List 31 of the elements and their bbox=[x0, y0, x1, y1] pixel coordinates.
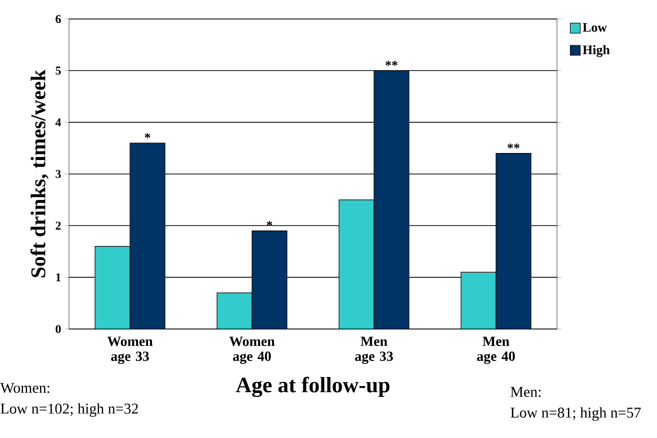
bar bbox=[496, 153, 532, 329]
bar bbox=[252, 230, 288, 329]
y-tick-label: 5 bbox=[56, 66, 61, 75]
y-tick-label: 4 bbox=[55, 118, 62, 126]
bar bbox=[130, 142, 166, 329]
bar bbox=[216, 292, 252, 329]
annotation: ** bbox=[508, 144, 520, 148]
x-tick-label: Men age 40 bbox=[477, 336, 515, 364]
annotation: * bbox=[144, 133, 150, 138]
legend-label: Low bbox=[582, 23, 607, 32]
y-tick-label: 6 bbox=[56, 14, 61, 23]
x-axis-title: Age at follow-up bbox=[236, 376, 390, 398]
legend-label: High bbox=[582, 45, 610, 57]
text: Women: bbox=[0, 382, 50, 393]
text: Low n=102; high n=32 bbox=[0, 403, 138, 417]
bar bbox=[338, 200, 374, 329]
text: Men: bbox=[510, 386, 541, 397]
y-tick-label: 3 bbox=[56, 170, 61, 178]
y-axis-title: Soft drinks, times/week bbox=[30, 70, 48, 278]
bar bbox=[460, 272, 496, 329]
y-tick-label: 2 bbox=[56, 222, 61, 230]
bar bbox=[374, 70, 410, 329]
x-tick-label: Men age 33 bbox=[355, 336, 393, 364]
y-tick-label: 1 bbox=[56, 273, 61, 282]
annotation: * bbox=[266, 221, 272, 226]
x-tick-label: Women age 40 bbox=[229, 336, 275, 364]
y-tick-label: 0 bbox=[56, 324, 61, 334]
bar bbox=[94, 246, 130, 329]
annotation: ** bbox=[386, 60, 398, 66]
x-tick-label: Women age 33 bbox=[107, 336, 153, 364]
text: Low n=81; high n=57 bbox=[510, 407, 641, 421]
